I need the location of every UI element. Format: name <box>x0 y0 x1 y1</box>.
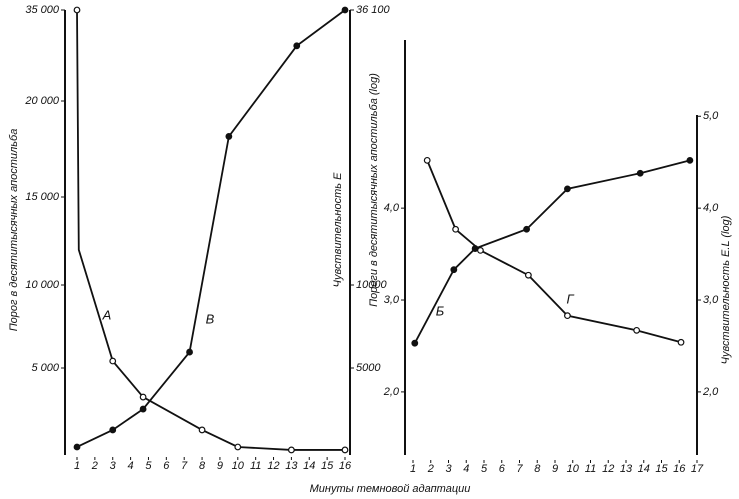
y-tick-label: 35 000 <box>25 4 60 16</box>
x-tick-label: 7 <box>181 460 188 472</box>
curve-label: А <box>102 307 112 322</box>
x-tick-label: 10 <box>232 460 245 472</box>
x-tick-label: 1 <box>410 463 416 475</box>
data-point <box>293 42 301 50</box>
y-tick-label: 15 000 <box>25 191 60 203</box>
x-tick-label: 14 <box>303 460 315 472</box>
y2-tick-label: 4,0 <box>703 202 719 214</box>
curve-label: Б <box>436 303 445 318</box>
x-tick-label: 15 <box>321 460 334 472</box>
x-tick-label: 5 <box>145 460 152 472</box>
data-point <box>450 266 458 274</box>
x-tick-label: 8 <box>534 463 541 475</box>
y-tick-label: 10 000 <box>25 279 60 291</box>
x-tick-label: 3 <box>110 460 117 472</box>
data-point <box>73 443 81 451</box>
data-point <box>523 225 530 233</box>
x-tick-label: 15 <box>655 463 668 475</box>
x-tick-label: 13 <box>285 460 298 472</box>
series-line <box>76 9 345 451</box>
data-point <box>341 446 349 454</box>
x-tick-label: 2 <box>427 463 434 475</box>
x-tick-label: 8 <box>199 460 206 472</box>
x-tick-label: 5 <box>481 463 488 475</box>
data-point <box>686 156 694 164</box>
data-point <box>234 443 242 451</box>
data-point <box>564 312 571 320</box>
x-tick-label: 7 <box>516 463 523 475</box>
data-point <box>452 225 460 233</box>
x-tick-label: 14 <box>638 463 650 475</box>
y2-tick-label: 3,0 <box>703 294 719 306</box>
x-tick-label: 1 <box>74 460 80 472</box>
y-tick-label: 5 000 <box>31 362 59 374</box>
data-point <box>73 6 81 14</box>
y2-axis-title: Чувствительность E <box>332 172 344 288</box>
x-tick-label: 13 <box>620 463 633 475</box>
x-tick-label: 6 <box>499 463 506 475</box>
x-tick-label: 17 <box>691 463 704 475</box>
x-tick-label: 10 <box>567 463 580 475</box>
y2-tick-label: 36 100 <box>356 4 391 16</box>
data-point <box>109 357 117 365</box>
data-point <box>677 338 685 346</box>
data-point <box>186 348 193 356</box>
y2-axis-title: Чувствительность E.L (log) <box>720 215 732 364</box>
x-tick-label: 6 <box>163 460 170 472</box>
data-point <box>423 156 431 164</box>
data-point <box>633 326 641 334</box>
x-tick-label: 4 <box>128 460 134 472</box>
y-axis-title: Порог в десятитысячных апостильба <box>8 129 20 332</box>
x-tick-label: 12 <box>267 460 279 472</box>
x-tick-label: 16 <box>673 463 686 475</box>
x-tick-label: 11 <box>250 460 261 472</box>
y-tick-label: 2,0 <box>383 386 400 398</box>
data-point <box>139 393 147 401</box>
x-tick-label: 3 <box>445 463 452 475</box>
data-point <box>198 426 206 434</box>
x-tick-label: 2 <box>91 460 98 472</box>
data-point <box>564 185 571 193</box>
curve-label: Г <box>566 291 574 306</box>
y-tick-label: 4,0 <box>384 202 400 214</box>
data-point <box>225 133 233 140</box>
data-point <box>411 339 419 347</box>
series-line <box>413 159 691 344</box>
x-tick-label: 11 <box>585 463 596 475</box>
x-tick-label: 9 <box>552 463 558 475</box>
x-tick-label: 4 <box>463 463 469 475</box>
data-point <box>288 446 295 454</box>
y2-tick-label: 5,0 <box>703 110 719 122</box>
x-tick-label: 16 <box>339 460 352 472</box>
series-line <box>426 160 682 344</box>
data-point <box>636 169 644 177</box>
data-point <box>477 247 484 254</box>
y2-tick-label: 2,0 <box>702 386 719 398</box>
y2-tick-label: 5000 <box>356 362 381 374</box>
data-point <box>139 405 147 413</box>
series-line <box>76 9 346 448</box>
data-point <box>341 6 349 14</box>
y-tick-label: 20 000 <box>24 95 60 107</box>
x-axis-title: Минуты темновой адаптации <box>310 483 471 495</box>
y-axis-title: Пороги в десятитысячных апостильба (log) <box>368 73 380 307</box>
curve-label: В <box>206 311 215 326</box>
data-point <box>524 271 532 279</box>
y2-tick-label: 10000 <box>356 279 387 291</box>
y-tick-label: 3,0 <box>384 294 400 306</box>
data-point <box>109 426 117 434</box>
x-tick-label: 9 <box>217 460 223 472</box>
x-tick-label: 12 <box>602 463 614 475</box>
